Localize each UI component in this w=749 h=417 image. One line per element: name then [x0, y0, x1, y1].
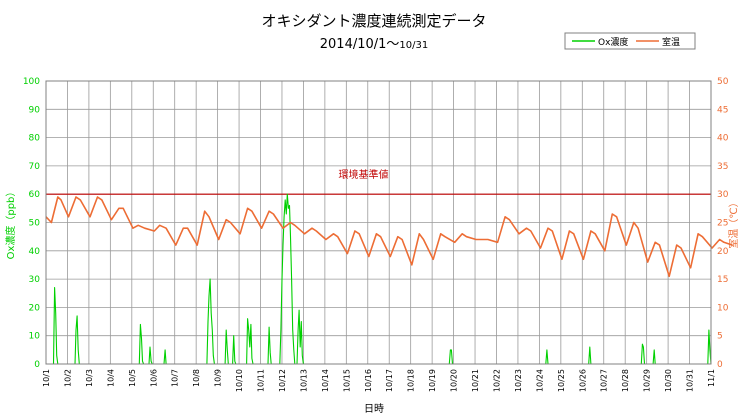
x-tick-label: 10/23 — [514, 369, 523, 392]
x-tick-label: 10/3 — [85, 369, 94, 387]
legend-temp-label: 室温 — [662, 36, 680, 48]
left-tick-label: 30 — [29, 275, 41, 285]
x-tick-label: 10/4 — [106, 369, 115, 387]
right-tick-label: 0 — [717, 360, 723, 370]
right-tick-label: 15 — [717, 275, 728, 285]
legend-box — [564, 32, 696, 50]
right-tick-label: 30 — [717, 190, 729, 200]
left-tick-label: 0 — [34, 360, 40, 370]
left-tick-label: 60 — [29, 190, 41, 200]
right-tick-label: 25 — [717, 219, 728, 229]
right-tick-label: 40 — [717, 134, 729, 144]
left-tick-label: 90 — [29, 105, 41, 115]
x-tick-label: 10/31 — [686, 369, 695, 392]
x-axis-ticks: 10/1 10/2 10/3 10/4 10/5 10/6 10/7 10/8 10/9 10/1… — [42, 369, 716, 392]
left-axis-ticks: 0 10 20 30 40 50 60 70 80 90 100 — [23, 77, 40, 370]
x-tick-label: 10/25 — [557, 369, 566, 392]
plot-frame — [45, 80, 712, 365]
x-tick-label: 10/16 — [364, 369, 373, 392]
right-axis-label: 室温（℃） — [727, 197, 740, 248]
left-tick-label: 20 — [29, 303, 41, 313]
right-tick-label: 35 — [717, 162, 728, 172]
x-tick-label: 10/5 — [128, 369, 137, 387]
x-tick-label: 10/15 — [342, 369, 351, 392]
left-axis-label: Ox濃度（ppb） — [4, 187, 17, 260]
chart-subtitle-main: 2014/10/1～ — [320, 37, 400, 52]
chart-subtitle-end: 10/31 — [399, 40, 428, 51]
x-tick-label: 10/28 — [621, 369, 630, 392]
x-tick-label: 10/27 — [600, 369, 609, 392]
x-tick-label: 10/1 — [42, 369, 51, 387]
left-tick-label: 10 — [29, 332, 41, 342]
legend-ox-label: Ox濃度 — [598, 36, 628, 48]
left-tick-label: 70 — [29, 162, 41, 172]
x-tick-label: 10/6 — [149, 369, 158, 387]
x-axis-label: 日時 — [364, 403, 384, 415]
x-tick-label: 10/11 — [257, 369, 266, 392]
x-tick-label: 10/12 — [278, 369, 287, 392]
right-axis-ticks: 0 5 10 15 20 25 30 35 40 45 50 — [717, 77, 729, 370]
x-tick-label: 10/22 — [492, 369, 501, 392]
right-tick-label: 50 — [717, 77, 729, 87]
x-tick-label: 10/29 — [643, 369, 652, 392]
x-tick-label: 10/13 — [299, 369, 308, 392]
right-tick-label: 5 — [717, 332, 723, 342]
chart-subtitle: 2014/10/1～10/31 — [320, 37, 429, 52]
environmental-standard-label: 環境基準値 — [339, 168, 389, 181]
x-tick-label: 10/9 — [214, 369, 223, 387]
x-tick-label: 10/8 — [192, 369, 201, 387]
chart-title: オキシダント濃度連続測定データ — [261, 12, 486, 30]
left-tick-label: 50 — [29, 219, 41, 229]
x-tick-label: 10/7 — [171, 369, 180, 387]
series-line-room-temp — [45, 196, 733, 278]
x-tick-label: 10/10 — [235, 369, 244, 392]
right-tick-label: 10 — [717, 303, 729, 313]
left-tick-label: 100 — [23, 77, 40, 87]
x-tick-label: 11/1 — [707, 369, 716, 387]
x-tick-label: 10/30 — [664, 369, 673, 392]
right-tick-label: 45 — [717, 105, 728, 115]
left-tick-label: 40 — [29, 247, 41, 257]
x-tick-label: 10/17 — [385, 369, 394, 392]
legend: Ox濃度 室温 — [564, 32, 696, 50]
x-tick-label: 10/2 — [63, 369, 72, 387]
x-tick-label: 10/14 — [321, 369, 330, 392]
x-tick-label: 10/24 — [535, 369, 544, 392]
x-tick-label: 10/20 — [450, 369, 459, 392]
x-tick-label: 10/21 — [471, 369, 480, 392]
x-tick-label: 10/18 — [407, 369, 416, 392]
right-tick-label: 20 — [717, 247, 729, 257]
x-tick-label: 10/26 — [578, 369, 587, 392]
left-tick-label: 80 — [29, 134, 41, 144]
x-tick-label: 10/19 — [428, 369, 437, 392]
